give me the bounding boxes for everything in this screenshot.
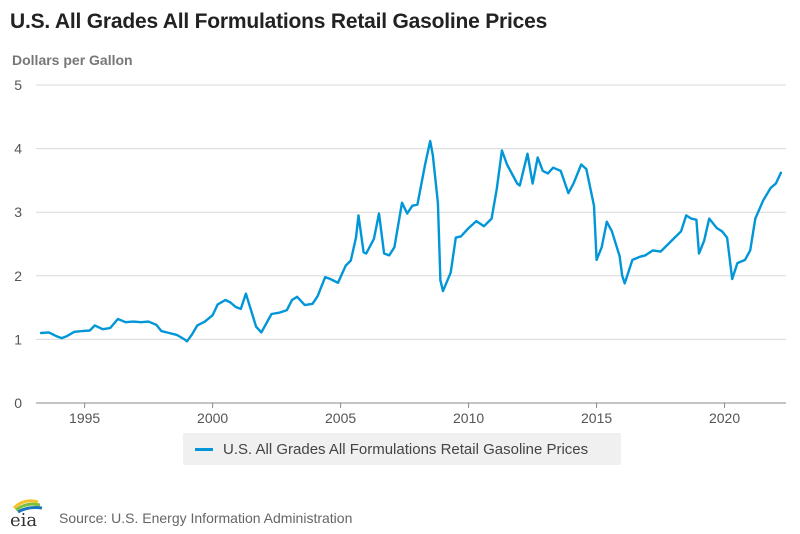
y-tick-label: 4 (14, 141, 22, 157)
logo-text: eia (10, 510, 37, 528)
y-axis-ticks: 0 1 2 3 4 5 (14, 77, 22, 411)
series-line (39, 139, 783, 343)
x-tick-label: 2015 (581, 410, 612, 426)
eia-logo-icon: eia (10, 499, 43, 528)
x-tick-label: 2005 (325, 410, 356, 426)
x-tick-label: 1995 (69, 410, 100, 426)
x-tick-label: 2020 (709, 410, 740, 426)
legend[interactable]: U.S. All Grades All Formulations Retail … (183, 433, 621, 465)
y-tick-label: 1 (14, 331, 22, 347)
y-tick-label: 2 (14, 268, 22, 284)
y-tick-label: 0 (14, 395, 22, 411)
legend-label: U.S. All Grades All Formulations Retail … (223, 440, 589, 458)
legend-swatch (195, 447, 213, 451)
y-tick-label: 5 (14, 77, 22, 93)
series-group (39, 139, 783, 343)
x-axis-ticks: 1995 2000 2005 2010 2015 2020 (69, 403, 740, 426)
gridlines (36, 84, 786, 404)
source-note: Source: U.S. Energy Information Administ… (59, 510, 353, 526)
y-tick-label: 3 (14, 204, 22, 220)
chart-title: U.S. All Grades All Formulations Retail … (10, 10, 548, 33)
x-tick-label: 2000 (197, 410, 228, 426)
y-axis-units-label: Dollars per Gallon (12, 52, 133, 68)
x-tick-label: 2010 (453, 410, 484, 426)
